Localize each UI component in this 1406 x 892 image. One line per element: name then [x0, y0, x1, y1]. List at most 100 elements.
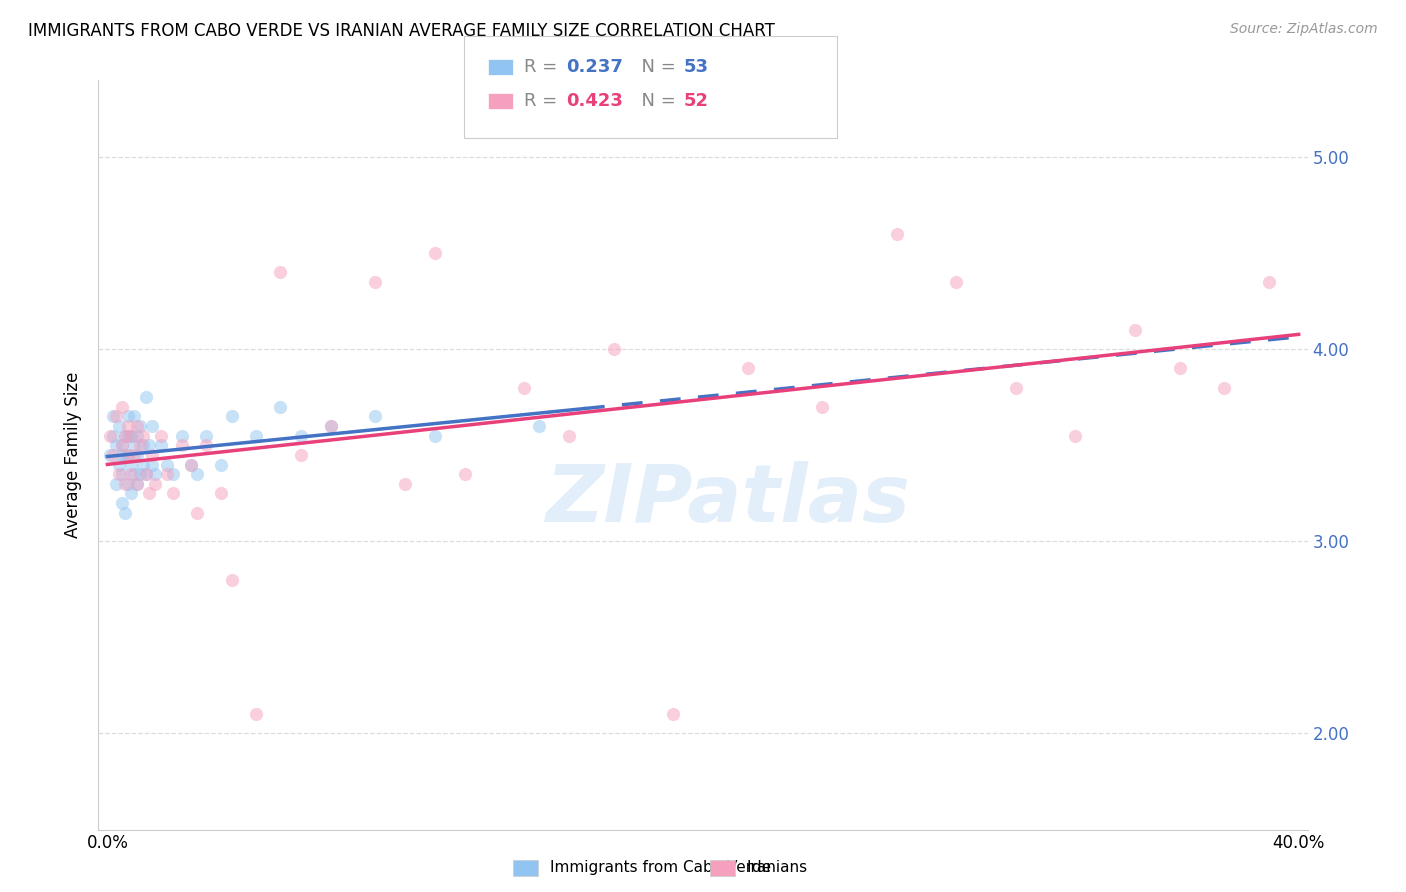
Point: [132, 438, 155, 452]
Point: [129, 438, 152, 452]
Point: [141, 419, 163, 434]
Point: [209, 486, 232, 500]
Point: [1123, 323, 1146, 337]
Point: [221, 409, 243, 424]
Point: [114, 506, 136, 520]
Point: [1213, 381, 1236, 395]
Point: [138, 438, 160, 452]
Text: IMMIGRANTS FROM CABO VERDE VS IRANIAN AVERAGE FAMILY SIZE CORRELATION CHART: IMMIGRANTS FROM CABO VERDE VS IRANIAN AV…: [28, 22, 775, 40]
Point: [122, 409, 145, 424]
Point: [103, 428, 125, 442]
Point: [186, 506, 208, 520]
Point: [290, 428, 312, 442]
Point: [111, 467, 134, 482]
Point: [111, 400, 134, 414]
Point: [170, 438, 193, 452]
Text: 0.423: 0.423: [567, 92, 623, 110]
Point: [132, 458, 155, 472]
Point: [149, 438, 172, 452]
Point: [117, 419, 139, 434]
Point: [122, 467, 145, 482]
Point: [394, 476, 416, 491]
Point: [132, 428, 155, 442]
Point: [194, 438, 217, 452]
Text: N =: N =: [630, 58, 682, 76]
Point: [117, 448, 139, 462]
Point: [135, 467, 157, 482]
Point: [423, 428, 446, 442]
Point: [105, 438, 128, 452]
Point: [186, 467, 208, 482]
Text: 52: 52: [683, 92, 709, 110]
Point: [120, 486, 142, 500]
Point: [117, 409, 139, 424]
Point: [111, 496, 134, 510]
Point: [111, 438, 134, 452]
Point: [156, 458, 179, 472]
Point: [156, 467, 179, 482]
Point: [180, 458, 202, 472]
Point: [319, 419, 342, 434]
Point: [108, 458, 131, 472]
Point: [111, 448, 134, 462]
Point: [364, 409, 387, 424]
Point: [143, 476, 166, 491]
Point: [103, 448, 125, 462]
Point: [737, 361, 759, 376]
Y-axis label: Average Family Size: Average Family Size: [65, 372, 83, 538]
Point: [114, 476, 136, 491]
Text: 53: 53: [683, 58, 709, 76]
Point: [98, 428, 121, 442]
Point: [886, 227, 908, 241]
Text: Source: ZipAtlas.com: Source: ZipAtlas.com: [1230, 22, 1378, 37]
Point: [105, 409, 128, 424]
Point: [135, 390, 157, 404]
Point: [127, 476, 149, 491]
Text: ZIPatlas: ZIPatlas: [544, 461, 910, 539]
Point: [811, 400, 834, 414]
Point: [114, 428, 136, 442]
Point: [180, 458, 202, 472]
Point: [221, 573, 243, 587]
Point: [127, 419, 149, 434]
Point: [209, 458, 232, 472]
Point: [170, 428, 193, 442]
Text: R =: R =: [524, 58, 564, 76]
Point: [120, 458, 142, 472]
Point: [114, 428, 136, 442]
Point: [245, 707, 267, 722]
Point: [111, 438, 134, 452]
Text: R =: R =: [524, 92, 564, 110]
Point: [135, 467, 157, 482]
Point: [122, 438, 145, 452]
Point: [108, 467, 131, 482]
Point: [120, 467, 142, 482]
Point: [269, 400, 291, 414]
Point: [1064, 428, 1087, 442]
Point: [527, 419, 550, 434]
Point: [1004, 381, 1026, 395]
Point: [1168, 361, 1191, 376]
Point: [143, 467, 166, 482]
Point: [454, 467, 477, 482]
Point: [117, 476, 139, 491]
Point: [129, 467, 152, 482]
Point: [149, 428, 172, 442]
Point: [513, 381, 536, 395]
Point: [117, 428, 139, 442]
Point: [319, 419, 342, 434]
Text: Immigrants from Cabo Verde: Immigrants from Cabo Verde: [550, 861, 770, 875]
Point: [423, 246, 446, 260]
Point: [138, 486, 160, 500]
Text: N =: N =: [630, 92, 682, 110]
Point: [127, 476, 149, 491]
Point: [364, 275, 387, 289]
Point: [558, 428, 581, 442]
Point: [127, 448, 149, 462]
Point: [141, 448, 163, 462]
Point: [105, 476, 128, 491]
Point: [602, 343, 624, 357]
Point: [269, 265, 291, 279]
Point: [162, 467, 184, 482]
Point: [127, 428, 149, 442]
